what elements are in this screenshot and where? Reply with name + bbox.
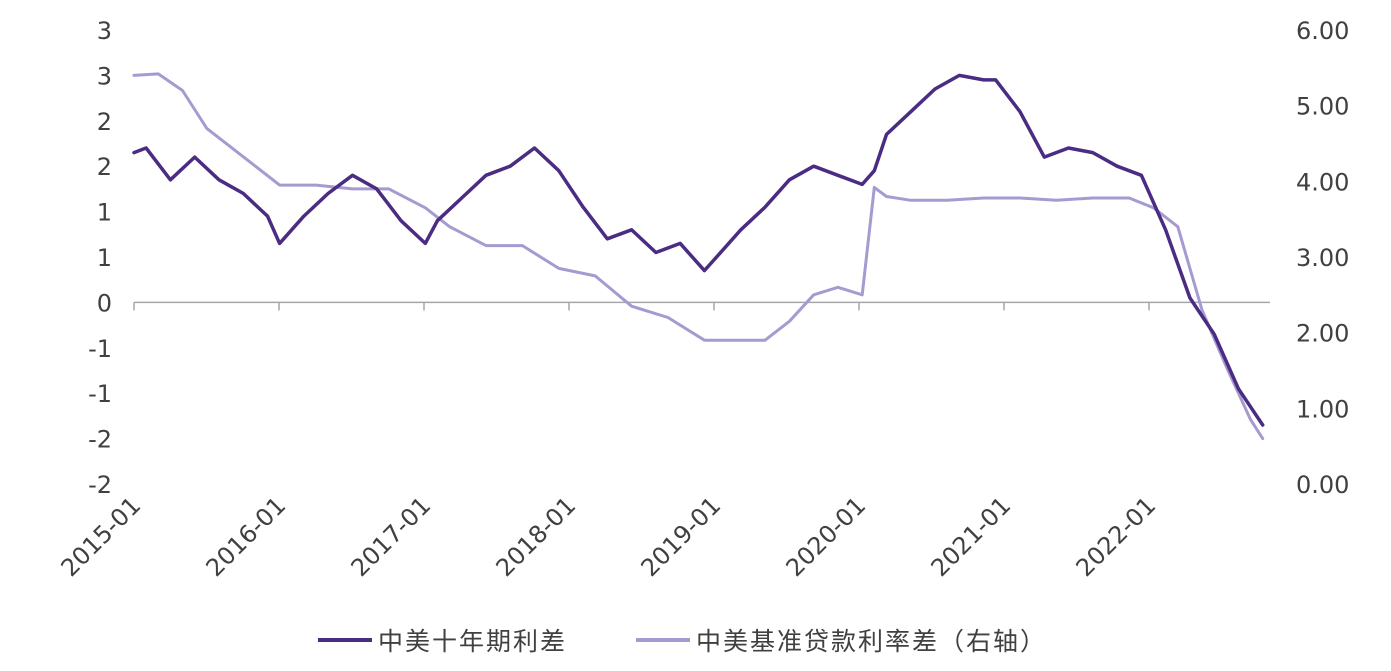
x-tick-label: 2022-01 (1071, 491, 1162, 582)
chart-plot: 3 3 2 2 1 1 0 -1 -1 -2 -2 6.00 5.00 4.00 3.00 2.00 1.00… (56, 17, 1350, 582)
x-axis: 2015-01 2016-01 2017-01 2018-01 2019-01 2020-… (56, 301, 1270, 582)
series-lines (132, 72, 1265, 441)
legend-item-spread: 中美十年期利差 (318, 620, 567, 660)
left-tick-label: 3 (97, 62, 112, 90)
left-tick-label: -2 (88, 426, 112, 454)
x-tick-label: 2021-01 (926, 491, 1017, 582)
left-tick-label: 2 (97, 108, 112, 136)
legend: 中美十年期利差 中美基准贷款利率差（右轴） (0, 620, 1391, 660)
legend-label-loan-rate: 中美基准贷款利率差（右轴） (696, 627, 1048, 656)
left-tick-label: 0 (97, 289, 112, 317)
right-tick-label: 5.00 (1296, 93, 1349, 121)
x-tick-label: 2020-01 (781, 491, 872, 582)
left-axis: 3 3 2 2 1 1 0 -1 -1 -2 -2 (88, 17, 112, 499)
left-tick-label: -1 (88, 380, 112, 408)
legend-item-loan-rate: 中美基准贷款利率差（右轴） (636, 620, 1047, 660)
right-tick-label: 2.00 (1296, 320, 1349, 348)
x-tick-label: 2015-01 (56, 491, 147, 582)
x-tick-label: 2016-01 (201, 491, 292, 582)
left-tick-label: 1 (97, 199, 112, 227)
x-tick-label: 2017-01 (346, 491, 437, 582)
right-tick-label: 1.00 (1296, 395, 1349, 423)
right-tick-label: 3.00 (1296, 244, 1349, 272)
right-tick-label: 6.00 (1296, 17, 1349, 45)
right-tick-label: 0.00 (1296, 471, 1349, 499)
left-tick-label: 1 (97, 244, 112, 272)
legend-label-spread: 中美十年期利差 (378, 627, 568, 656)
right-axis: 6.00 5.00 4.00 3.00 2.00 1.00 0.00 (1296, 17, 1349, 499)
legend-swatch-spread (318, 638, 372, 642)
left-tick-label: -1 (88, 335, 112, 363)
left-tick-label: 3 (97, 17, 112, 45)
right-tick-label: 4.00 (1296, 168, 1349, 196)
left-tick-label: -2 (88, 471, 112, 499)
legend-swatch-loan-rate (636, 638, 690, 642)
series-line-10y-spread (132, 73, 1265, 427)
x-tick-label: 2018-01 (491, 491, 582, 582)
left-tick-label: 2 (97, 153, 112, 181)
x-tick-label: 2019-01 (636, 491, 727, 582)
series-line-loan-rate-spread (132, 72, 1265, 441)
